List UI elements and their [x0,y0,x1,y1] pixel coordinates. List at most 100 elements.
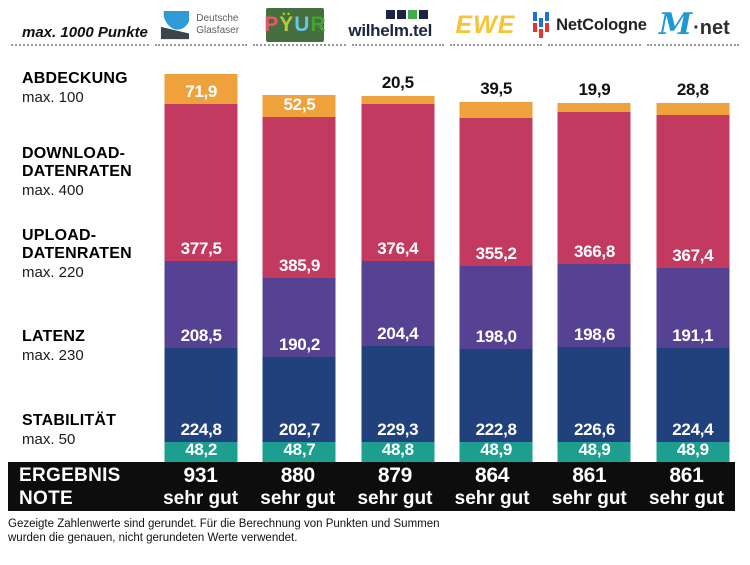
dotted-segment [447,44,545,46]
result-cell: 861 sehr gut [638,462,735,511]
segment-stabilit-t: 48,8 [361,440,435,462]
wilhelmtel-logo: wilhelm.tel [348,9,432,41]
result-cell: 931 sehr gut [152,462,249,511]
segment-abdeckung [361,95,435,105]
dotted-segment [250,44,348,46]
segment-latenz: 202,7 [262,357,336,442]
result-values: 931 sehr gut 880 sehr gut 879 sehr gut 864 sehr… [152,462,735,511]
coverage-value-above: 28,8 [676,80,709,100]
coverage-value-above: 19,9 [578,80,611,100]
logo-netcologne: NetCologne [533,6,647,44]
segment-value: 224,4 [672,419,714,439]
result-cell: 880 sehr gut [249,462,346,511]
footnote-line2: wurden die genauen, nicht gerundeten Wer… [8,532,298,544]
mnet-m-icon: M [658,7,693,42]
segment-upload-datenraten: 208,5 [164,261,238,349]
segment-download-datenraten: 366,8 [557,111,631,265]
result-score: 880 [280,464,315,487]
pyur-letter: Ÿ [279,13,294,36]
segment-download-datenraten: 367,4 [656,115,730,269]
segment-upload-datenraten: 191,1 [656,268,730,349]
result-cell: 864 sehr gut [444,462,541,511]
category-max-label: max. 50 [22,431,76,448]
result-score: 861 [669,464,704,487]
bar-column-wilhelm-tel: 376,4 204,4 229,3 48,8 20,5 [349,48,447,462]
stacked-bar: 367,4 191,1 224,4 48,9 [656,103,730,462]
segment-value: 48,9 [578,440,611,459]
segment-value: 376,4 [377,238,419,258]
wilhelmtel-squares-icon [386,9,428,19]
deutsche-glasfaser-icon [161,10,190,40]
segment-value: 48,9 [480,440,513,459]
result-score: 879 [377,464,412,487]
logo-mnet: M ·net [647,6,742,44]
bar-column-m-net: 367,4 191,1 224,4 48,9 28,8 [644,48,742,462]
dotted-segment [644,44,742,46]
segment-download-datenraten: 377,5 [164,104,238,262]
segment-stabilit-t: 48,9 [459,440,533,462]
category-max-label: max. 230 [22,347,84,364]
stacked-bar: 355,2 198,0 222,8 48,9 [459,101,533,462]
result-grade: sehr gut [454,488,530,509]
netcologne-bars-icon [533,12,550,38]
segment-latenz: 224,4 [656,348,730,442]
segment-value: 52,5 [283,95,316,115]
segment-download-datenraten: 385,9 [262,117,336,278]
segment-value: 48,2 [185,440,218,459]
category-label: UPLOAD- DATENRATEN max. 220 [22,227,132,281]
deutsche-glasfaser-wordmark: Deutsche Glasfaser [196,13,239,37]
segment-value: 71,9 [185,82,218,102]
segment-latenz: 222,8 [459,348,533,442]
bar-column-netcologne: 366,8 198,6 226,6 48,9 19,9 [545,48,643,462]
netcologne-wordmark: NetCologne [556,15,647,34]
result-label-ergebnis: ERGEBNIS [19,464,121,486]
coverage-value-above: 39,5 [480,78,513,98]
segment-value: 190,2 [278,335,320,355]
segment-download-datenraten: 355,2 [459,118,533,267]
result-grade: sehr gut [648,488,724,509]
segment-value: 367,4 [672,246,714,266]
max-points-label: max. 1000 Punkte [22,24,148,41]
category-label: STABILITÄT max. 50 [22,412,117,448]
result-grade: sehr gut [357,488,433,509]
bar-column-p-ur: 52,5 385,9 190,2 202,7 48,7 [250,48,348,462]
mnet-wordmark: ·net [693,17,730,39]
result-score: 864 [475,464,510,487]
segment-upload-datenraten: 198,6 [557,264,631,348]
result-grade: sehr gut [163,488,239,509]
segment-value: 48,7 [283,440,316,459]
segment-value: 198,0 [475,326,517,346]
ewe-wordmark: EWE [455,10,516,39]
mnet-logo: M ·net [659,10,730,40]
stacked-bar: 52,5 385,9 190,2 202,7 48,7 [262,95,336,462]
segment-stabilit-t: 48,2 [164,440,238,462]
segment-stabilit-t: 48,7 [262,440,336,462]
result-cell: 861 sehr gut [541,462,638,511]
stacked-bar: 366,8 198,6 226,6 48,9 [557,103,631,462]
result-grade: sehr gut [551,488,627,509]
segment-value: 198,6 [573,325,615,345]
pyur-letter: U [294,13,310,36]
netcologne-logo: NetCologne [533,12,647,38]
segment-value: 224,8 [180,419,222,439]
wilhelmtel-wordmark: wilhelm.tel [348,20,432,40]
stacked-bar-chart: ABDECKUNG max. 100 DOWNLOAD- DATENRATEN max.… [8,48,742,462]
category-max-label: max. 100 [22,89,84,106]
segment-upload-datenraten: 190,2 [262,277,336,358]
segment-download-datenraten: 376,4 [361,104,435,261]
dotted-separator [8,44,742,46]
pyur-letter: R [310,13,326,36]
bar-column-deutsche-glasfaser: 71,9 377,5 208,5 224,8 48,2 [152,48,250,462]
dg-line2: Glasfaser [196,25,240,36]
dotted-segment [152,44,250,46]
deutsche-glasfaser-logo: Deutsche Glasfaser [160,10,239,40]
segment-value: 229,3 [377,419,419,439]
segment-value: 48,8 [381,440,414,459]
segment-abdeckung [459,101,533,119]
segment-value: 385,9 [278,255,320,275]
segment-value: 202,7 [278,419,320,439]
bar-columns: 71,9 377,5 208,5 224,8 48,2 52,5 385,9 190,2 202… [152,48,742,462]
